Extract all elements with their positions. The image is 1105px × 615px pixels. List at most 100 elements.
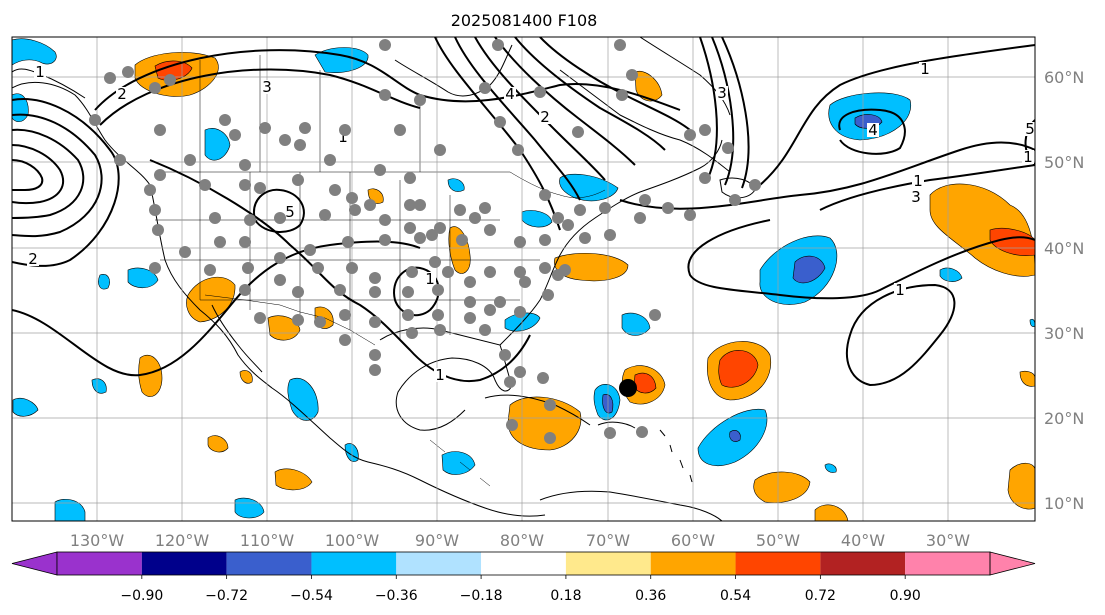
colorbar-segment [735,552,821,575]
colorbar-tick-label: 0.36 [635,588,666,604]
station-marker [259,122,271,134]
latitude-label: 20°N [1044,409,1084,428]
station-marker [684,129,696,141]
contour-label-bg [261,80,273,94]
contour-label: 1 [895,281,905,299]
negative-anomaly-region [127,267,159,289]
contour-label: 3 [911,188,921,206]
longitude-label: 80°W [500,531,544,550]
contour-line [514,37,666,151]
map-frame [11,36,1036,522]
colorbar-tick-label: −0.36 [375,588,418,604]
station-marker [164,74,176,86]
contour-line [838,108,906,155]
negative-anomaly-region [98,274,110,290]
station-marker [684,209,696,221]
station-marker [379,39,391,51]
station-marker [214,236,226,248]
contour-label-bg [116,87,128,101]
latitude-label: 10°N [1044,494,1084,513]
longitude-label: 120°W [155,531,210,550]
positive-anomaly-core [633,372,657,394]
negative-anomaly-region [441,451,476,475]
longitude-label: 50°W [756,531,800,550]
colorbar-segment [905,552,990,575]
station-marker [369,316,381,328]
station-marker [239,179,251,191]
station-marker [406,266,418,278]
station-marker [552,269,564,281]
station-marker [242,262,254,274]
contour-label: 1 [338,128,348,146]
contour-line [12,128,85,219]
station-marker [179,246,191,258]
station-marker [484,266,496,278]
station-marker [722,142,734,154]
station-marker [239,159,251,171]
station-marker [534,86,546,98]
contour-label-bg [27,252,39,266]
positive-anomaly-region [1007,462,1035,510]
contour-label-bg [910,190,922,204]
station-marker [294,139,306,151]
longitude-label: 70°W [586,531,630,550]
contour-label: 1 [35,63,45,81]
station-marker [89,114,101,126]
negative-anomaly-region [559,173,619,202]
station-marker [329,184,341,196]
station-marker [402,286,414,298]
station-marker [426,229,438,241]
colorbar-extend-max [989,551,1036,576]
colorbar-extend-min [11,551,58,576]
station-marker [636,426,648,438]
colorbar-tick-label: −0.54 [290,588,333,604]
north-america-west-coast [12,81,546,517]
station-marker [537,372,549,384]
colorbar-tick-label: 0.18 [550,588,581,604]
south-america-coast [539,490,723,521]
station-marker [199,179,211,191]
station-marker [479,324,491,336]
negative-anomaly-region [12,398,39,417]
positive-anomaly-core [989,228,1035,256]
positive-anomaly-region [814,504,849,521]
station-marker [209,212,221,224]
positive-anomaly-region [507,396,582,451]
contour-line [474,37,606,181]
contour-label: 5 [1025,120,1035,138]
station-marker [369,364,381,376]
station-marker [442,266,454,278]
station-marker [542,289,554,301]
contour-line [494,37,636,166]
station-marker [379,234,391,246]
contour-label-bg [504,87,516,101]
station-marker [149,204,161,216]
contour-label-bg [1022,150,1034,164]
station-marker [484,224,496,236]
station-marker [279,134,291,146]
contour-label: 3 [717,84,727,102]
station-marker [552,212,564,224]
station-marker [239,236,251,248]
station-marker [104,72,116,84]
station-marker [144,184,156,196]
colorbar-segment [57,552,142,575]
colorbar-segment [820,552,906,575]
contour-label: 1 [435,366,445,384]
labrador-coast [559,69,731,173]
station-marker [149,82,161,94]
positive-anomaly-region [753,471,811,503]
station-marker [639,194,651,206]
station-marker [379,214,391,226]
positive-anomaly-region [239,370,253,384]
colorbar-segment [396,552,482,575]
station-marker [494,116,506,128]
station-marker [579,232,591,244]
contour-line [12,159,44,191]
contour-label-bg [1024,122,1035,136]
negative-anomaly-region [824,463,837,473]
latitude-labels: 60°N 50°N 40°N 30°N 20°N 10°N [1044,68,1084,513]
station-marker [339,334,351,346]
